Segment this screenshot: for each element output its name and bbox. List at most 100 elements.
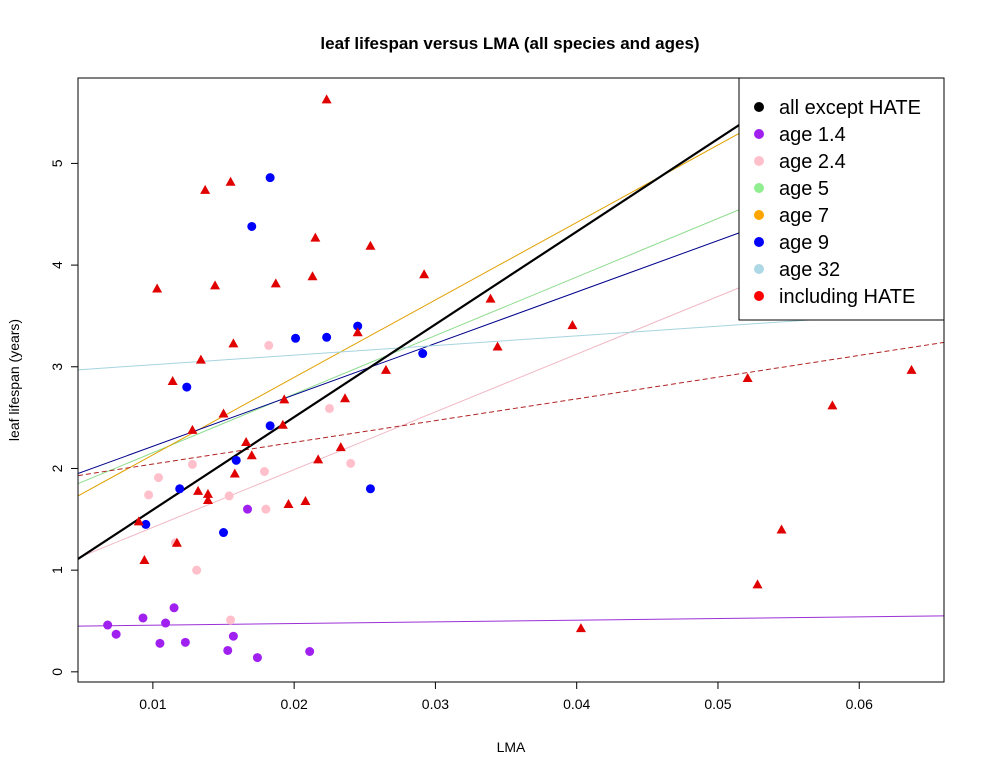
point-age-1-4 [228,631,238,641]
point-including-hate [365,240,376,250]
point-age-1-4 [169,603,179,613]
point-including-hate [202,488,213,498]
point-including-hate [241,437,252,447]
point-including-hate [279,394,290,404]
point-age-9 [141,519,151,529]
point-including-hate [419,269,430,279]
point-including-hate [210,280,221,290]
point-including-hate [246,450,257,460]
plot-frame [77,77,945,683]
point-including-hate [300,496,311,506]
point-including-hate [742,372,753,382]
point-including-hate [277,419,288,429]
legend-swatch-age-1-4 [754,129,764,139]
point-age-1-4 [305,646,315,656]
x-tick-label: 0.02 [281,696,308,712]
point-including-hate [283,499,294,509]
point-including-hate [380,364,391,374]
point-age-9 [182,382,192,392]
legend-label-age-5: age 5 [779,178,829,200]
point-including-hate [171,537,182,547]
point-including-hate [307,271,318,281]
x-tick-label: 0.06 [846,696,873,712]
legend-swatch-including-hate [754,291,764,301]
point-age-2-4 [144,490,154,500]
point-including-hate [270,278,281,288]
point-age-9 [418,349,428,359]
point-age-9 [291,333,301,343]
point-including-hate [752,579,763,589]
legend: all except HATE age 1.4 age 2.4 age 5 age 7 a… [738,77,945,321]
y-axis-title: leaf lifespan (years) [6,319,22,441]
point-including-hate [167,376,178,386]
point-including-hate [340,393,351,403]
point-including-hate [313,454,324,464]
point-age-9 [322,332,332,342]
point-age-1-4 [161,618,171,628]
point-including-hate [133,516,144,526]
point-age-2-4 [224,491,234,501]
point-age-2-4 [187,459,197,469]
point-including-hate [152,283,163,293]
point-age-9 [175,484,185,494]
legend-swatch-all-except-hate [754,102,764,112]
point-including-hate [225,176,236,186]
point-age-1-4 [252,653,262,663]
point-including-hate [906,364,917,374]
point-including-hate [776,524,787,534]
legend-swatch-age-32 [754,264,764,274]
legend-swatch-age-2-4 [754,156,764,166]
point-age-9 [265,173,275,183]
y-tick-label: 0 [49,668,65,676]
point-including-hate [575,623,586,633]
point-age-1-4 [138,613,148,623]
point-including-hate [310,232,321,242]
point-including-hate [492,341,503,351]
legend-label-age-7: age 7 [779,205,829,227]
legend-box [738,77,945,321]
point-age-1-4 [155,638,165,648]
point-age-1-4 [103,620,113,630]
y-tick-label: 5 [49,159,65,167]
point-including-hate [202,494,213,504]
point-including-hate [139,554,150,564]
legend-swatch-age-7 [754,210,764,220]
point-age-1-4 [223,645,233,655]
point-including-hate [321,94,332,104]
fit-line-age-1-4 [78,615,944,627]
point-including-hate [187,424,198,434]
x-tick-label: 0.03 [422,696,449,712]
legend-label-age-32: age 32 [779,259,840,281]
legend-swatch-age-5 [754,183,764,193]
point-age-2-4 [226,615,236,625]
point-including-hate [193,485,204,495]
point-age-9 [231,455,241,465]
point-age-2-4 [346,458,356,468]
point-age-9 [353,321,363,331]
legend-label-age-9: age 9 [779,232,829,254]
legend-swatch-age-9 [754,237,764,247]
legend-label-all-except-hate: all except HATE [779,97,921,119]
point-age-2-4 [259,467,269,477]
x-tick-label: 0.05 [704,696,731,712]
point-age-2-4 [324,403,334,413]
point-including-hate [195,354,206,364]
fit-line-age-32 [78,310,944,371]
point-age-9 [247,221,257,231]
point-age-1-4 [180,637,190,647]
point-including-hate [335,442,346,452]
point-age-1-4 [111,629,121,639]
y-tick-label: 2 [49,464,65,472]
fit-line-including-hate [78,341,944,477]
point-including-hate [567,320,578,330]
point-age-2-4 [154,473,164,483]
point-age-9 [265,421,275,431]
legend-label-age-2-4: age 2.4 [779,151,846,173]
point-age-2-4 [264,340,274,350]
point-including-hate [485,293,496,303]
point-age-2-4 [192,565,202,575]
point-including-hate [218,408,229,418]
x-tick-label: 0.04 [563,696,590,712]
point-age-9 [365,484,375,494]
point-including-hate [229,468,240,478]
